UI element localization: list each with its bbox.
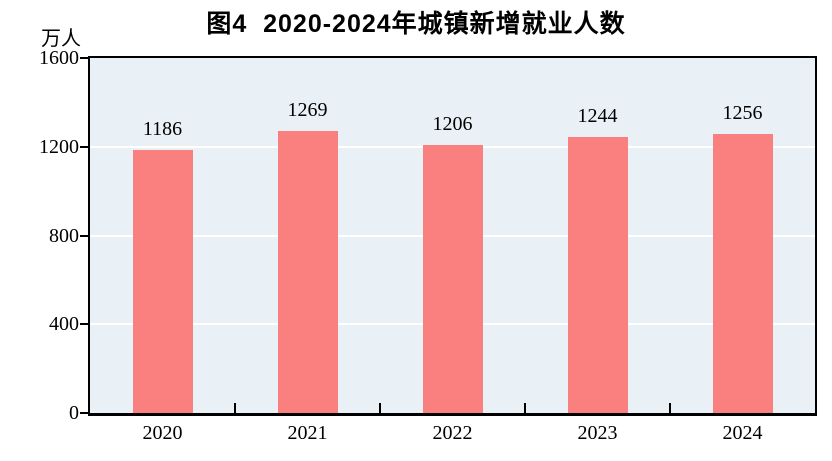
- x-category-label-2020: 2020: [142, 422, 183, 444]
- y-axis-tick-0: [80, 412, 88, 414]
- bar-2020: [132, 149, 193, 413]
- y-axis-tick-400: [80, 323, 88, 326]
- x-category-label-2022: 2022: [432, 422, 473, 444]
- x-category-label-2021: 2021: [287, 422, 328, 444]
- y-axis-tick-800: [80, 234, 88, 237]
- x-category-label-2024: 2024: [722, 422, 763, 444]
- bar-2023: [567, 137, 628, 413]
- x-axis-tick: [379, 403, 381, 413]
- y-tick-label-0: 0: [69, 402, 79, 424]
- bar-value-label-2021: 1269: [287, 99, 328, 122]
- x-axis-tick: [234, 403, 236, 413]
- bar-value-label-2024: 1256: [722, 102, 763, 125]
- bar-value-label-2020: 1186: [142, 117, 183, 140]
- bar-2021: [277, 131, 338, 413]
- bar-2024: [712, 134, 773, 413]
- y-axis-tick-1600: [80, 57, 88, 59]
- x-axis-tick: [669, 403, 671, 413]
- y-tick-label-800: 800: [49, 224, 79, 247]
- y-axis-unit-label: 万人: [41, 28, 81, 50]
- bar-2022: [422, 145, 483, 413]
- x-category-label-2023: 2023: [577, 422, 618, 444]
- chart-title: 图4 2020-2024年城镇新增就业人数: [206, 10, 626, 38]
- bar-value-label-2023: 1244: [577, 105, 618, 127]
- y-tick-label-1200: 1200: [39, 135, 79, 158]
- y-axis-tick-1200: [80, 145, 88, 148]
- y-tick-label-400: 400: [49, 313, 79, 336]
- x-axis-tick: [524, 403, 526, 413]
- plot-area: 1186 1269 1206 1244 1256: [88, 56, 817, 416]
- bar-value-label-2022: 1206: [432, 113, 473, 136]
- y-tick-label-1600: 1600: [39, 47, 79, 69]
